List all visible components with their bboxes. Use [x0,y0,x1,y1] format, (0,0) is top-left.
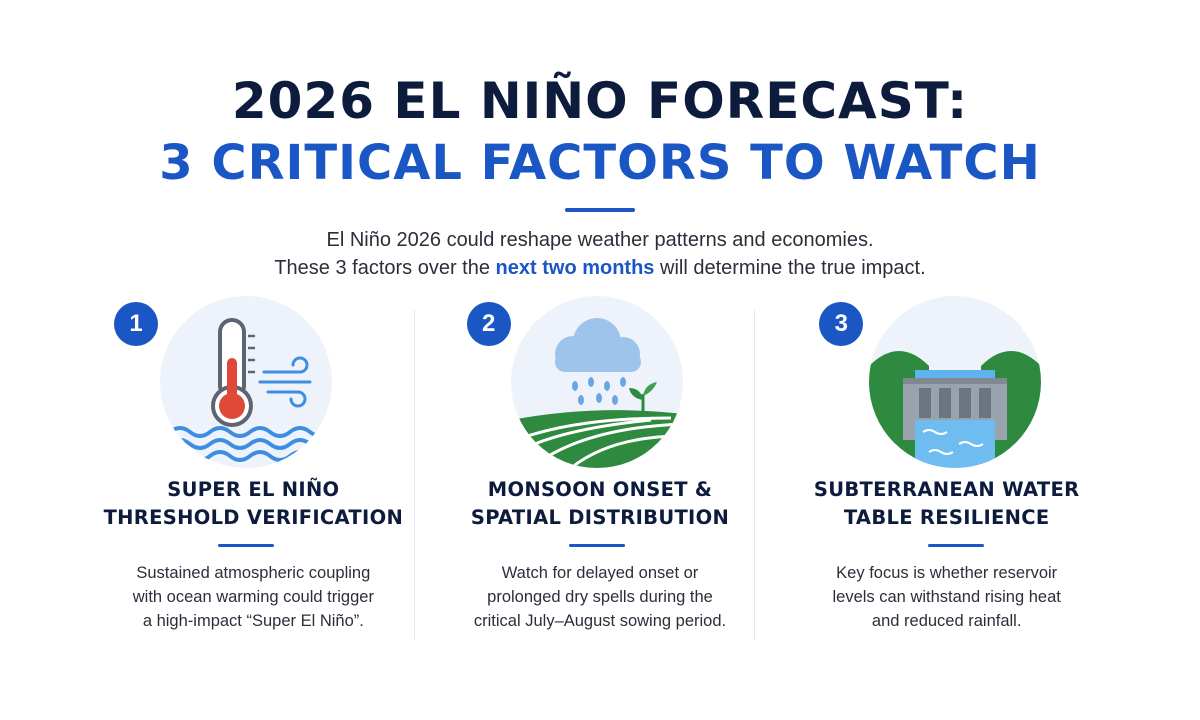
factor-desc-line-3: and reduced rainfall. [871,612,1022,630]
factor-number-badge: 3 [819,302,864,346]
factor-title: MONSOON ONSET & SPATIAL DISTRIBUTION [427,476,774,532]
factor-title-line-1: MONSOON ONSET & [487,478,713,501]
factor-title-line-2: TABLE RESILIENCE [843,506,1050,529]
factor-columns: 1 SUPER EL NIÑO THRESHOLD VERIFICATION S… [80,296,1120,646]
factor-title-underline [568,544,625,547]
intro-line-2-before: These 3 factors over the [274,257,496,279]
factor-desc-line-2: levels can withstand rising heat [832,588,1061,606]
factor-desc-line-2: prolonged dry spells during the [487,588,713,606]
factor-number-badge: 1 [114,302,158,346]
intro-line-2-after: will determine the true impact. [654,257,926,279]
factor-title-line-1: SUBTERRANEAN WATER [813,478,1080,501]
factor-desc-line-1: Key focus is whether reservoir [836,564,1058,582]
factor-description: Watch for delayed onset or prolonged dry… [437,561,764,633]
thermometer-ocean-icon [160,296,332,468]
column-divider [754,310,755,640]
factor-title-underline [928,544,985,547]
factor-title-line-2: THRESHOLD VERIFICATION [103,506,404,529]
header: 2026 EL NIÑO FORECAST: 3 CRITICAL FACTOR… [0,70,1200,212]
factor-desc-line-2: with ocean warming could trigger [132,588,374,606]
column-divider [414,310,415,640]
factor-title: SUBTERRANEAN WATER TABLE RESILIENCE [773,476,1120,532]
factor-desc-line-1: Watch for delayed onset or [501,564,699,582]
title-underline [565,208,635,212]
factor-desc-line-3: a high-impact “Super El Niño”. [142,612,364,630]
rain-cloud-field-icon [510,296,683,468]
intro-highlight: next two months [495,257,655,279]
factor-title-underline [218,544,274,547]
intro-text: El Niño 2026 could reshape weather patte… [0,226,1200,282]
page-title: 2026 EL NIÑO FORECAST: [231,72,969,130]
intro-line-1: El Niño 2026 could reshape weather patte… [326,229,874,251]
factor-description: Sustained atmospheric coupling with ocea… [90,561,417,633]
factor-desc-line-1: Sustained atmospheric coupling [136,564,371,582]
factor-desc-line-3: critical July–August sowing period. [473,612,727,630]
factor-title-line-2: SPATIAL DISTRIBUTION [470,506,730,529]
dam-reservoir-icon [869,296,1042,468]
factor-title: SUPER EL NIÑO THRESHOLD VERIFICATION [80,476,427,532]
factor-description: Key focus is whether reservoir levels ca… [783,561,1110,633]
factor-title-line-1: SUPER EL NIÑO [167,478,340,501]
factor-number-badge: 2 [466,302,511,346]
factor-card-1: 1 SUPER EL NIÑO THRESHOLD VERIFICATION S… [80,296,427,646]
factor-card-2: 2 MONSOON ONSET & SPATIAL DISTRIBUTION W… [427,296,774,646]
intro-line-2: These 3 factors over the next two months… [0,254,1200,282]
page-subtitle: 3 CRITICAL FACTORS TO WATCH [159,135,1041,191]
factor-card-3: 3 SUBTERRANEAN WATER TABLE RESILIENCE Ke… [773,296,1120,646]
